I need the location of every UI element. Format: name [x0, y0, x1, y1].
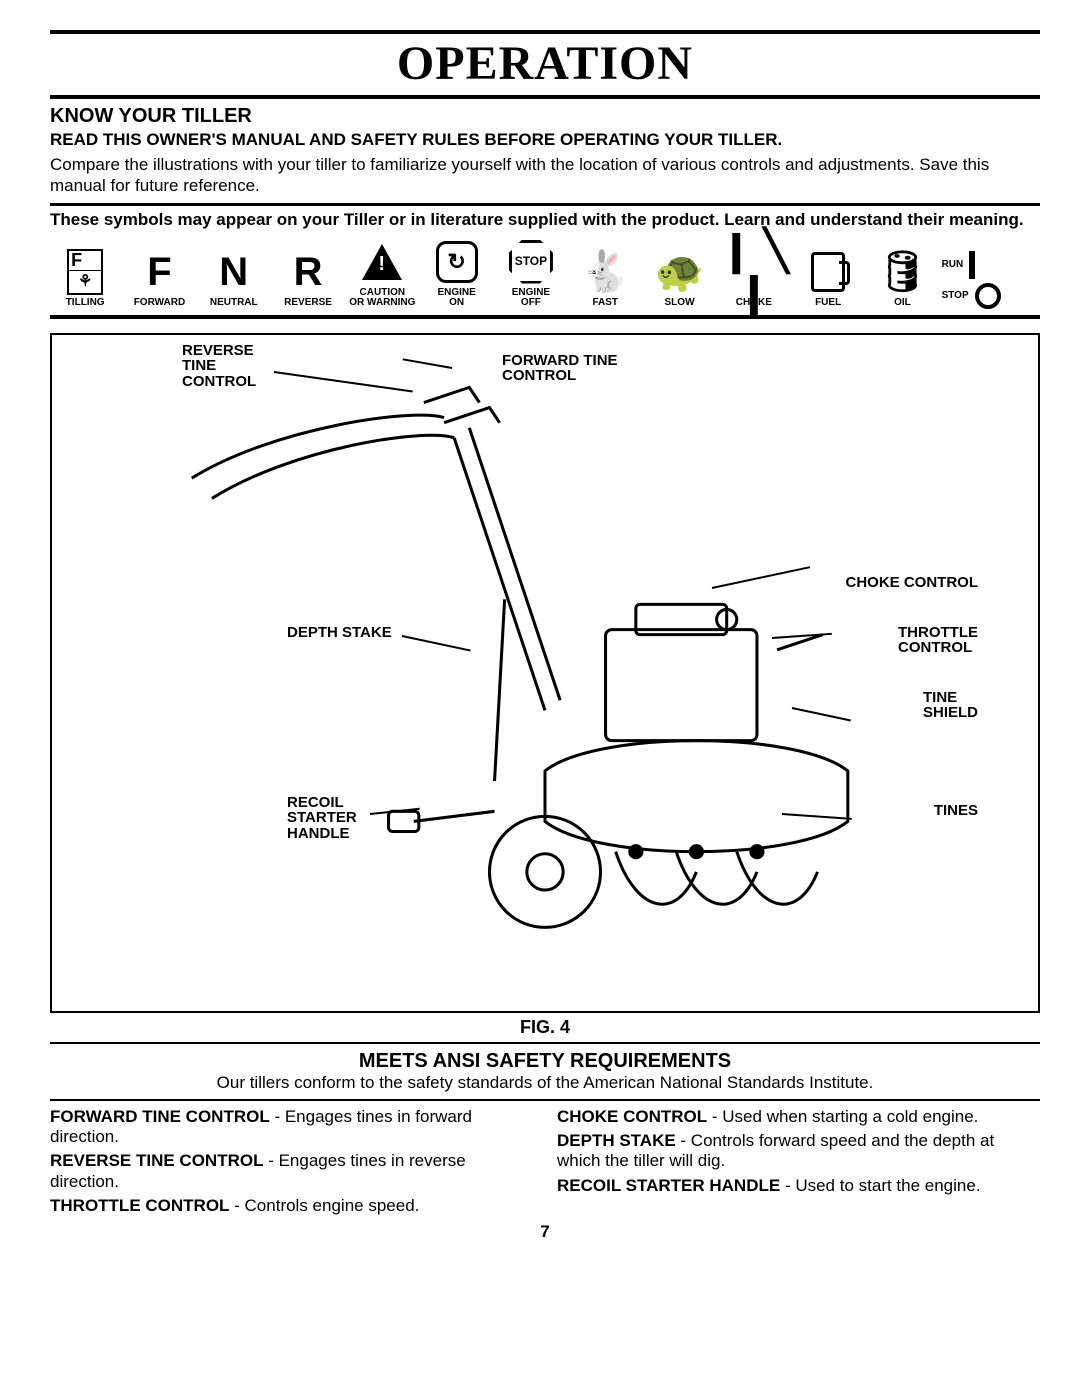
symbol-engine-on: ↻ ENGINE ON [421, 238, 491, 309]
symbol-reverse: R REVERSE [273, 248, 343, 309]
ansi-sub: Our tillers conform to the safety standa… [50, 1073, 1040, 1101]
rabbit-icon: 🐇 [580, 248, 630, 296]
section-heading: KNOW YOUR TILLER [50, 105, 1040, 128]
definitions-right: CHOKE CONTROL - Used when starting a col… [557, 1107, 1040, 1221]
callout-choke: CHOKE CONTROL [846, 575, 979, 591]
symbol-engine-off: STOP ENGINE OFF [496, 238, 566, 309]
tiller-illustration [70, 347, 1020, 993]
glyph-N: N [219, 248, 248, 296]
label-engine-on: ENGINE ON [437, 288, 475, 309]
stop-icon: STOP [509, 240, 553, 284]
term-reverse: REVERSE TINE CONTROL [50, 1151, 263, 1170]
intro-body: Compare the illustrations with your till… [50, 154, 1040, 203]
desc-recoil: - Used to start the engine. [780, 1176, 980, 1195]
glyph-R: R [294, 248, 323, 296]
term-forward: FORWARD TINE CONTROL [50, 1107, 270, 1126]
symbol-slow: 🐢 SLOW [644, 248, 714, 309]
run-icon [969, 251, 975, 279]
term-throttle: THROTTLE CONTROL [50, 1196, 229, 1215]
label-slow: SLOW [665, 298, 695, 309]
symbol-caution: CAUTION OR WARNING [347, 238, 417, 309]
page: OPERATION KNOW YOUR TILLER READ THIS OWN… [50, 30, 1040, 1242]
symbol-strip: F⚘ TILLING F FORWARD N NEUTRAL R REVERSE… [50, 238, 1040, 319]
label-neutral: NEUTRAL [210, 298, 258, 309]
definitions-left: FORWARD TINE CONTROL - Engages tines in … [50, 1107, 533, 1221]
symbol-neutral: N NEUTRAL [199, 248, 269, 309]
label-choke: CHOKE [736, 298, 772, 309]
label-fuel: FUEL [815, 298, 841, 309]
label-caution: CAUTION OR WARNING [349, 288, 415, 309]
symbol-tilling: F⚘ TILLING [50, 248, 120, 309]
definitions: FORWARD TINE CONTROL - Engages tines in … [50, 1107, 1040, 1221]
symbol-choke: ❙ ╲ ❙ CHOKE [719, 248, 789, 309]
desc-choke: - Used when starting a cold engine. [707, 1107, 978, 1126]
label-fast: FAST [592, 298, 618, 309]
label-run: RUN [942, 259, 964, 270]
figure-caption: FIG. 4 [50, 1017, 1040, 1044]
stop-circle-icon [975, 283, 1001, 309]
term-recoil: RECOIL STARTER HANDLE [557, 1176, 780, 1195]
label-tilling: TILLING [66, 298, 105, 309]
caution-icon [362, 244, 402, 280]
term-depth: DEPTH STAKE [557, 1131, 676, 1150]
safety-line: READ THIS OWNER'S MANUAL AND SAFETY RULE… [50, 130, 1040, 150]
callout-throttle: THROTTLE CONTROL [898, 625, 978, 657]
choke-icon: ❙ ╲ ❙ [719, 248, 789, 296]
term-choke: CHOKE CONTROL [557, 1107, 707, 1126]
label-oil: OIL [894, 298, 911, 309]
ansi-heading: MEETS ANSI SAFETY REQUIREMENTS [50, 1050, 1040, 1073]
label-stop: STOP [942, 290, 969, 301]
symbol-fast: 🐇 FAST [570, 248, 640, 309]
symbol-fuel: FUEL [793, 248, 863, 309]
page-title: OPERATION [50, 34, 1040, 99]
callout-forward-tine: FORWARD TINE CONTROL [502, 353, 618, 385]
figure-wrap: REVERSE TINE CONTROL FORWARD TINE CONTRO… [50, 333, 1040, 1044]
desc-throttle: - Controls engine speed. [229, 1196, 419, 1215]
symbol-run-stop: RUN STOP [942, 251, 1040, 309]
glyph-F: F [147, 248, 171, 296]
symbol-oil: 🛢 OIL [867, 248, 937, 309]
label-reverse: REVERSE [284, 298, 332, 309]
fuel-icon [811, 252, 845, 292]
page-number: 7 [50, 1222, 1040, 1242]
label-forward: FORWARD [134, 298, 185, 309]
callout-reverse-tine: REVERSE TINE CONTROL [182, 343, 256, 390]
callout-recoil: RECOIL STARTER HANDLE [287, 795, 357, 842]
symbols-note: These symbols may appear on your Tiller … [50, 203, 1040, 236]
turtle-icon: 🐢 [655, 248, 705, 296]
figure-box: REVERSE TINE CONTROL FORWARD TINE CONTRO… [50, 333, 1040, 1013]
label-engine-off: ENGINE OFF [512, 288, 550, 309]
callout-depth-stake: DEPTH STAKE [287, 625, 392, 641]
callout-tine-shield: TINE SHIELD [923, 690, 978, 722]
oil-icon: 🛢 [877, 248, 928, 296]
callout-tines: TINES [934, 803, 978, 819]
symbol-forward: F FORWARD [124, 248, 194, 309]
engine-on-icon: ↻ [436, 241, 478, 283]
